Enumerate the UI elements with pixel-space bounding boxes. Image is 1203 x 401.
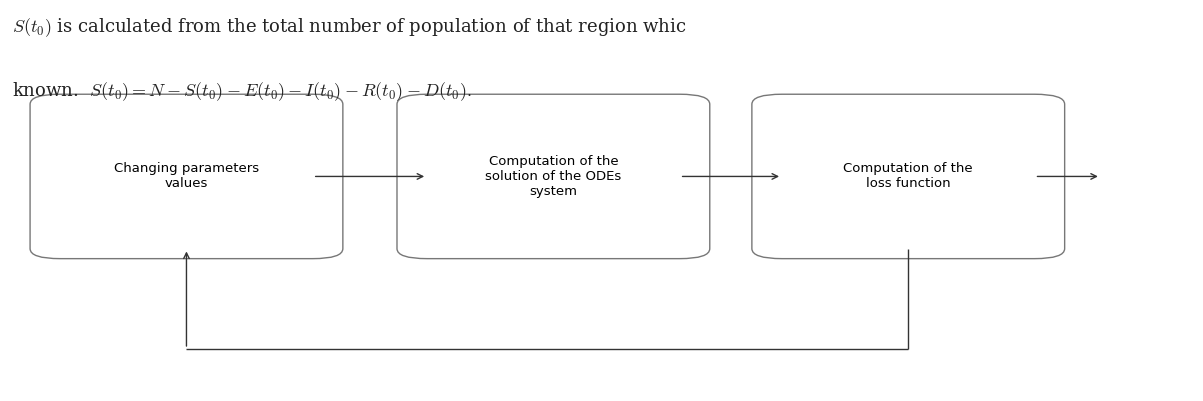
Text: Computation of the
loss function: Computation of the loss function <box>843 162 973 190</box>
FancyBboxPatch shape <box>30 94 343 259</box>
Text: $S(t_0)$ is calculated from the total number of population of that region whic: $S(t_0)$ is calculated from the total nu… <box>12 16 687 39</box>
Text: Changing parameters
values: Changing parameters values <box>114 162 259 190</box>
Text: known.  $S(t_0) = N - S(t_0) - E(t_0) - I(t_0) - R(t_0) - D(t_0).$: known. $S(t_0) = N - S(t_0) - E(t_0) - I… <box>12 80 472 103</box>
Text: Computation of the
solution of the ODEs
system: Computation of the solution of the ODEs … <box>485 155 622 198</box>
FancyBboxPatch shape <box>397 94 710 259</box>
FancyBboxPatch shape <box>752 94 1065 259</box>
